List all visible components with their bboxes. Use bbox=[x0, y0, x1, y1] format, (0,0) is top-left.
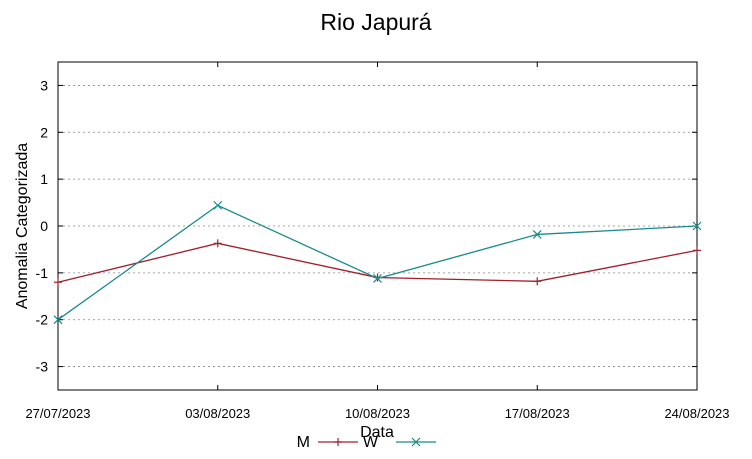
chart-title: Rio Japurá bbox=[320, 9, 431, 35]
data-point-w bbox=[53, 315, 63, 325]
y-tick-label: -3 bbox=[36, 359, 49, 375]
legend-marker bbox=[411, 437, 421, 447]
x-tick-label: 27/07/2023 bbox=[25, 406, 90, 421]
x-axis: 27/07/2023 03/08/2023 10/08/2023 17/08/2023… bbox=[25, 62, 730, 421]
data-point-w bbox=[532, 230, 542, 239]
y-tick-label: -2 bbox=[36, 312, 49, 328]
data-point-w bbox=[213, 200, 223, 210]
legend-label: W bbox=[363, 434, 379, 451]
grid bbox=[58, 85, 697, 367]
data-point-m bbox=[533, 277, 542, 286]
x-tick-label: 10/08/2023 bbox=[345, 406, 410, 421]
y-tick-label: 3 bbox=[40, 77, 48, 93]
y-tick-label: 0 bbox=[40, 218, 48, 234]
data-point-m bbox=[54, 278, 62, 287]
x-axis-label: Data bbox=[360, 424, 394, 441]
y-tick-label: 1 bbox=[40, 171, 48, 187]
series bbox=[53, 200, 702, 325]
y-tick-label: 2 bbox=[40, 124, 48, 140]
series-line-w bbox=[57, 204, 698, 321]
legend-marker bbox=[334, 438, 342, 446]
series-m bbox=[54, 239, 701, 287]
legend-item-w: W bbox=[363, 434, 436, 451]
y-axis-label: Anomalia Categorizada bbox=[14, 143, 31, 309]
data-point-w bbox=[692, 221, 702, 231]
x-tick-label: 03/08/2023 bbox=[185, 406, 250, 421]
series-w bbox=[53, 200, 702, 325]
data-point-m bbox=[213, 239, 222, 248]
legend-item-m: M bbox=[297, 434, 358, 451]
x-tick-label: 24/08/2023 bbox=[664, 406, 729, 421]
data-point-w bbox=[373, 274, 382, 283]
legend-label: M bbox=[297, 434, 310, 451]
data-point-m bbox=[693, 246, 701, 255]
y-tick-label: -1 bbox=[36, 265, 49, 281]
x-tick-label: 17/08/2023 bbox=[505, 406, 570, 421]
